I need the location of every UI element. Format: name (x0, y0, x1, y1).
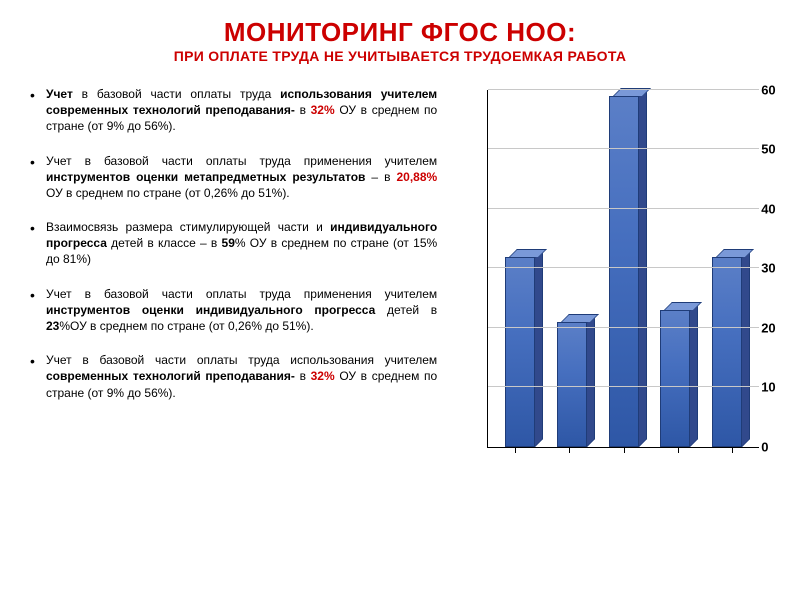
y-axis-label: 40 (761, 201, 785, 216)
bar-front (660, 310, 690, 447)
bar (660, 90, 690, 447)
list-item: Взаимосвязь размера стимулирующей части … (28, 219, 437, 268)
bar-front (505, 257, 535, 447)
bar-front (557, 322, 587, 447)
title-line1: МОНИТОРИНГ ФГОС НОО: (28, 18, 772, 48)
bold-text: инструментов оценки индивидуального прог… (46, 303, 375, 317)
x-tick (678, 447, 679, 453)
x-tick (624, 447, 625, 453)
bar-front (712, 257, 742, 447)
bar-side (690, 302, 698, 447)
text: в (295, 103, 311, 117)
text: %ОУ в среднем по стране (от 0,26% до 51%… (59, 319, 313, 333)
text: Учет в базовой части оплаты труда исполь… (46, 353, 437, 367)
bar-side (587, 314, 595, 447)
text: детей в классе – в (107, 236, 222, 250)
percent-value: 59 (222, 236, 235, 250)
text: Взаимосвязь размера стимулирующей части … (46, 220, 330, 234)
bullet-list: Учет в базовой части оплаты труда исполь… (28, 86, 437, 470)
list-item: Учет в базовой части оплаты труда примен… (28, 286, 437, 335)
y-axis-label: 20 (761, 320, 785, 335)
bold-text: современных технологий преподавания- (46, 369, 295, 383)
y-axis-label: 0 (761, 439, 785, 454)
bold-text: Учет (46, 87, 73, 101)
y-axis-label: 50 (761, 142, 785, 157)
title-line2: ПРИ ОПЛАТЕ ТРУДА НЕ УЧИТЫВАЕТСЯ ТРУДОЕМК… (28, 48, 772, 64)
bar (505, 90, 535, 447)
x-tick (569, 447, 570, 453)
text: ОУ в среднем по стране (от 0,26% до 51%)… (46, 186, 290, 200)
bar-side (535, 249, 543, 447)
plot-area: 0102030405060 (487, 90, 759, 448)
text: – в (365, 170, 396, 184)
x-tick (732, 447, 733, 453)
bar-chart: 0102030405060 (487, 90, 787, 470)
bar (557, 90, 587, 447)
y-axis-label: 60 (761, 82, 785, 97)
gridline (488, 89, 759, 90)
list-item: Учет в базовой части оплаты труда исполь… (28, 86, 437, 135)
slide-title: МОНИТОРИНГ ФГОС НОО: ПРИ ОПЛАТЕ ТРУДА НЕ… (28, 18, 772, 64)
gridline (488, 327, 759, 328)
text: Учет в базовой части оплаты труда примен… (46, 154, 437, 168)
text: Учет в базовой части оплаты труда примен… (46, 287, 437, 301)
percent-value: 20,88% (396, 170, 437, 184)
chart-container: 0102030405060 (457, 86, 787, 470)
list-item: Учет в базовой части оплаты труда исполь… (28, 352, 437, 401)
gridline (488, 148, 759, 149)
gridline (488, 267, 759, 268)
gridline (488, 208, 759, 209)
y-axis-label: 30 (761, 261, 785, 276)
bars-group (488, 90, 759, 447)
bold-text: инструментов оценки метапредметных резул… (46, 170, 365, 184)
percent-value: 32% (311, 369, 335, 383)
bar (609, 90, 639, 447)
text: детей в (375, 303, 437, 317)
y-axis-label: 10 (761, 380, 785, 395)
content-row: Учет в базовой части оплаты труда исполь… (28, 86, 772, 470)
bar-side (742, 249, 750, 447)
text: в (295, 369, 311, 383)
percent-value: 23 (46, 319, 59, 333)
percent-value: 32% (311, 103, 335, 117)
text: в базовой части оплаты труда (73, 87, 280, 101)
x-tick (515, 447, 516, 453)
bar (712, 90, 742, 447)
list-item: Учет в базовой части оплаты труда примен… (28, 153, 437, 202)
gridline (488, 386, 759, 387)
